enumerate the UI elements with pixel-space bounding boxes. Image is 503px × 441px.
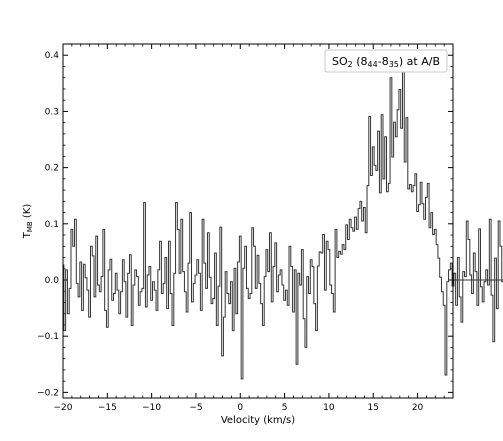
x-axis-ticks: −20 −15 −10 −5 0 5 10 15 20 [54, 44, 454, 413]
y-tick-label: 0.4 [45, 51, 60, 61]
legend-box [324, 49, 448, 73]
y-tick-label: 0.0 [45, 276, 60, 286]
y-axis-label-main: T [22, 231, 33, 239]
legend-species-sub: 2 [348, 60, 353, 69]
legend: SO2 (844-835) at A/B [324, 49, 448, 73]
x-tick-label: −5 [189, 403, 202, 413]
spectrum-line [63, 58, 503, 380]
legend-open: (8 [353, 55, 368, 68]
y-tick-label: 0.2 [45, 164, 59, 174]
x-tick-label: 5 [282, 403, 288, 413]
x-tick-label: 20 [412, 403, 424, 413]
y-axis-label: TMB (K) [22, 204, 34, 240]
legend-upper-sub: 44 [368, 60, 378, 69]
x-tick-label: −10 [142, 403, 161, 413]
y-tick-label: 0.1 [45, 220, 59, 230]
y-tick-label: 0.3 [45, 107, 59, 117]
y-axis-label-unit: (K) [22, 204, 33, 222]
y-tick-label: −0.1 [37, 332, 59, 342]
x-tick-label: −20 [54, 403, 73, 413]
x-tick-label: 0 [237, 403, 243, 413]
legend-label: SO2 (844-835) at A/B [332, 55, 440, 69]
x-tick-label: −15 [98, 403, 117, 413]
x-axis-label: Velocity (km/s) [221, 415, 295, 426]
x-tick-label: 10 [323, 403, 335, 413]
y-tick-label: −0.2 [37, 388, 59, 398]
legend-dash: -8 [378, 55, 389, 68]
legend-lower-sub: 35 [389, 60, 399, 69]
y-axis-label-sub: MB [26, 221, 34, 232]
legend-suffix: ) at A/B [399, 55, 440, 68]
x-tick-label: 15 [368, 403, 379, 413]
plot-frame [62, 43, 454, 399]
legend-species: SO [332, 55, 348, 68]
